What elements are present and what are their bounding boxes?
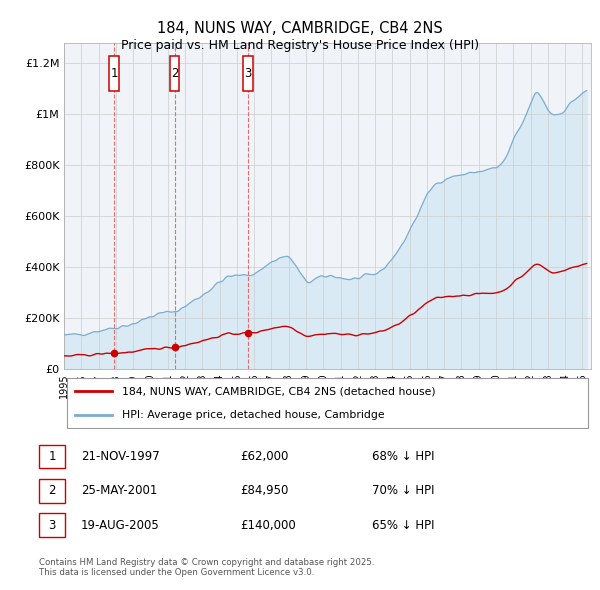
Text: 2: 2 [49,484,56,497]
Text: HPI: Average price, detached house, Cambridge: HPI: Average price, detached house, Camb… [122,410,385,420]
Text: Contains HM Land Registry data © Crown copyright and database right 2025.
This d: Contains HM Land Registry data © Crown c… [39,558,374,577]
Text: 3: 3 [49,519,56,532]
Bar [243,56,253,91]
FancyBboxPatch shape [67,378,589,428]
Text: £62,000: £62,000 [240,450,289,463]
Bar [109,56,119,91]
Text: 1: 1 [49,450,56,463]
Text: 65% ↓ HPI: 65% ↓ HPI [372,519,434,532]
Text: 184, NUNS WAY, CAMBRIDGE, CB4 2NS (detached house): 184, NUNS WAY, CAMBRIDGE, CB4 2NS (detac… [122,386,436,396]
Text: 3: 3 [244,67,251,80]
Text: Price paid vs. HM Land Registry's House Price Index (HPI): Price paid vs. HM Land Registry's House … [121,39,479,52]
Text: 25-MAY-2001: 25-MAY-2001 [81,484,157,497]
Text: 19-AUG-2005: 19-AUG-2005 [81,519,160,532]
Text: 70% ↓ HPI: 70% ↓ HPI [372,484,434,497]
Text: 68% ↓ HPI: 68% ↓ HPI [372,450,434,463]
Text: 2: 2 [171,67,178,80]
Text: 1: 1 [110,67,118,80]
Text: 21-NOV-1997: 21-NOV-1997 [81,450,160,463]
Text: £84,950: £84,950 [240,484,289,497]
Bar [170,56,179,91]
Text: 184, NUNS WAY, CAMBRIDGE, CB4 2NS: 184, NUNS WAY, CAMBRIDGE, CB4 2NS [157,21,443,35]
Text: £140,000: £140,000 [240,519,296,532]
